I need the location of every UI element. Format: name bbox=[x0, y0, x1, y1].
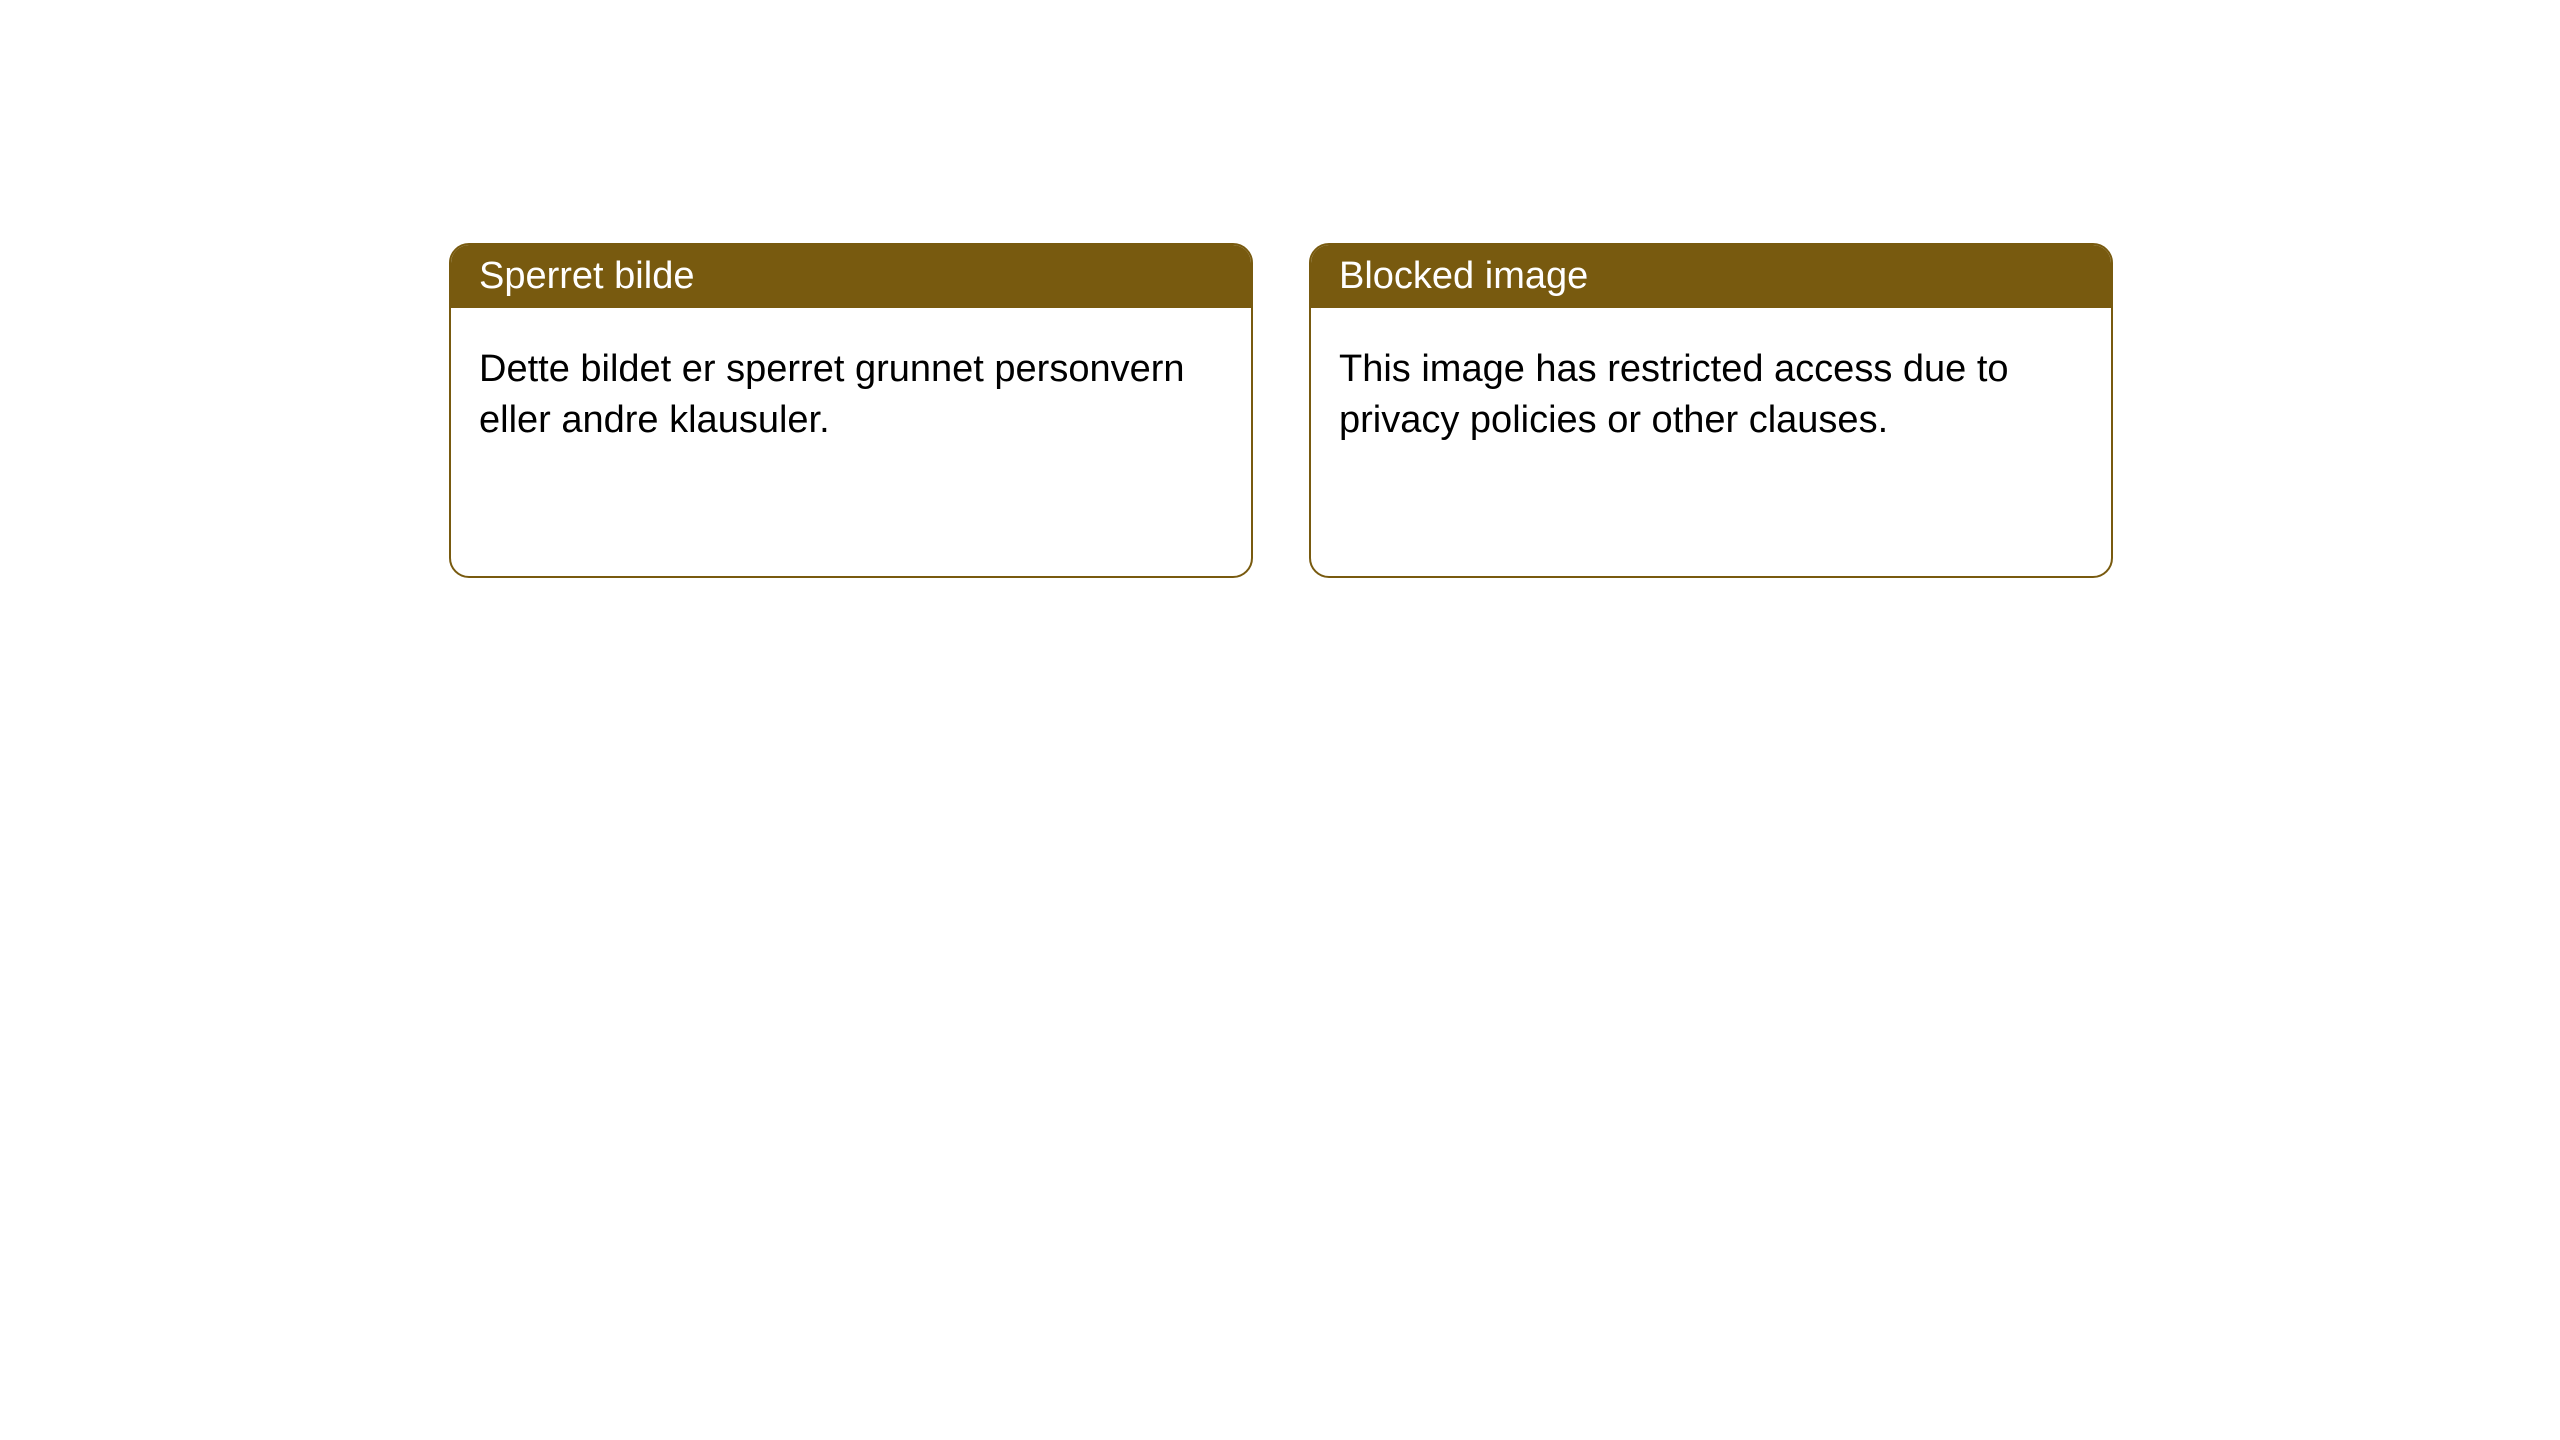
card-header: Blocked image bbox=[1311, 245, 2111, 308]
card-title: Blocked image bbox=[1339, 255, 1588, 297]
card-body: This image has restricted access due to … bbox=[1311, 308, 2111, 483]
card-header: Sperret bilde bbox=[451, 245, 1251, 308]
card-title: Sperret bilde bbox=[479, 255, 694, 297]
card-body-text: This image has restricted access due to … bbox=[1339, 348, 2009, 441]
notice-card-english: Blocked image This image has restricted … bbox=[1309, 243, 2113, 578]
notice-card-norwegian: Sperret bilde Dette bildet er sperret gr… bbox=[449, 243, 1253, 578]
card-body-text: Dette bildet er sperret grunnet personve… bbox=[479, 348, 1185, 441]
card-body: Dette bildet er sperret grunnet personve… bbox=[451, 308, 1251, 483]
notice-container: Sperret bilde Dette bildet er sperret gr… bbox=[0, 0, 2560, 578]
